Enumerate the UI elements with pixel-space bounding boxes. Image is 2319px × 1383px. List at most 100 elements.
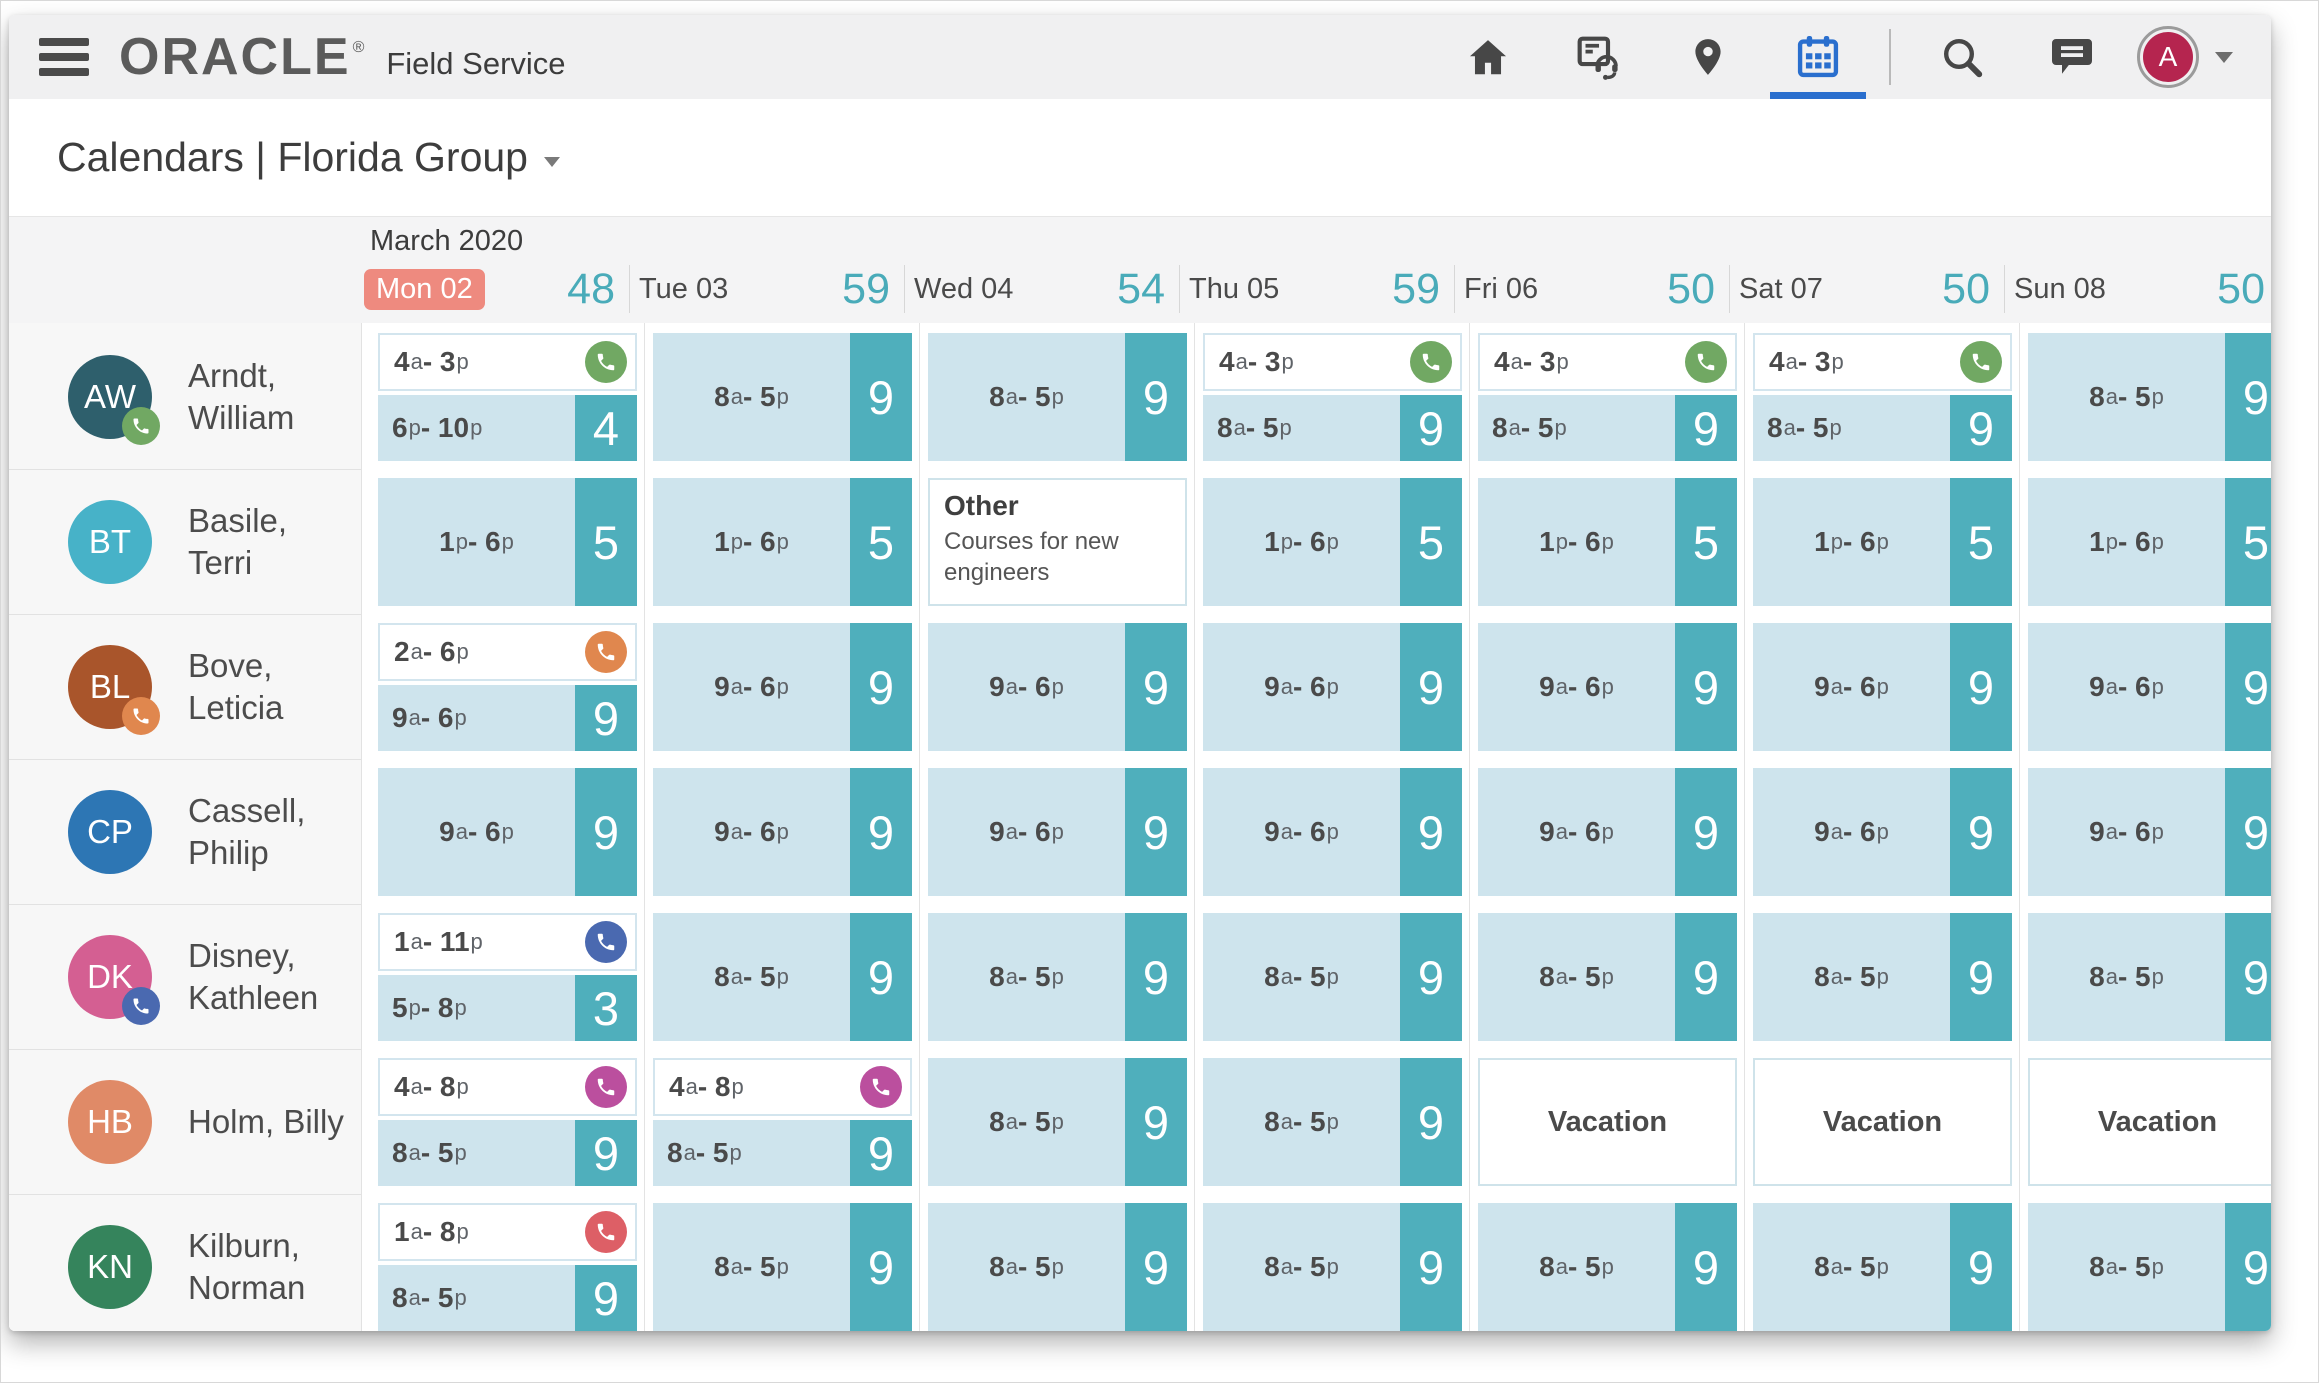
phone-badge-icon[interactable]: [122, 407, 160, 445]
phone-icon[interactable]: [1410, 341, 1452, 383]
day-header[interactable]: Fri 06 50: [1454, 263, 1721, 315]
vacation-cell[interactable]: Vacation: [1478, 1058, 1737, 1186]
day-header[interactable]: Thu 05 59: [1179, 263, 1446, 315]
schedule-cell[interactable]: Other Courses for new engineers: [919, 468, 1187, 623]
phone-icon[interactable]: [1685, 341, 1727, 383]
day-header[interactable]: Sun 08 50: [2004, 263, 2271, 315]
messages-icon[interactable]: [2017, 15, 2127, 99]
resource-item[interactable]: BT Basile, Terri: [9, 478, 362, 615]
schedule-cell[interactable]: Vacation: [1469, 1048, 1737, 1203]
resource-item[interactable]: HB Holm, Billy: [9, 1058, 362, 1195]
resource-item[interactable]: KN Kilburn, Norman: [9, 1203, 362, 1331]
phone-icon[interactable]: [585, 341, 627, 383]
phone-badge-icon[interactable]: [122, 987, 160, 1025]
phone-icon[interactable]: [1960, 341, 2002, 383]
user-menu-caret-icon[interactable]: [2215, 51, 2233, 63]
note-cell[interactable]: Other Courses for new engineers: [928, 478, 1187, 606]
search-icon[interactable]: [1907, 15, 2017, 99]
hamburger-menu-icon[interactable]: [39, 38, 89, 76]
calendar-icon[interactable]: [1763, 15, 1873, 99]
phone-icon[interactable]: [585, 631, 627, 673]
schedule-cell[interactable]: Vacation: [1744, 1048, 2012, 1203]
phone-icon[interactable]: [585, 1066, 627, 1108]
map-pin-icon[interactable]: [1653, 15, 1763, 99]
dispatch-icon[interactable]: [1543, 15, 1653, 99]
page-title-dropdown[interactable]: Calendars | Florida Group: [57, 134, 560, 181]
resource-item[interactable]: BL Bove, Leticia: [9, 623, 362, 760]
day-header[interactable]: Tue 03 59: [629, 263, 896, 315]
phone-badge-icon[interactable]: [122, 697, 160, 735]
resource-item[interactable]: AW Arndt, William: [9, 333, 362, 470]
phone-icon[interactable]: [860, 1066, 902, 1108]
resource-item[interactable]: CP Cassell, Philip: [9, 768, 362, 905]
phone-icon[interactable]: [585, 921, 627, 963]
day-header[interactable]: Mon 02 48: [362, 263, 621, 315]
vacation-cell[interactable]: Vacation: [1753, 1058, 2012, 1186]
resource-item[interactable]: DK Disney, Kathleen: [9, 913, 362, 1050]
user-menu[interactable]: A: [2137, 26, 2233, 88]
vacation-cell[interactable]: Vacation: [2028, 1058, 2271, 1186]
phone-icon[interactable]: [585, 1211, 627, 1253]
day-header[interactable]: Wed 04 54: [904, 263, 1171, 315]
schedule-cell[interactable]: Vacation: [2019, 1048, 2271, 1203]
day-header[interactable]: Sat 07 50: [1729, 263, 1996, 315]
user-avatar[interactable]: A: [2137, 26, 2199, 88]
home-icon[interactable]: [1433, 15, 1543, 99]
